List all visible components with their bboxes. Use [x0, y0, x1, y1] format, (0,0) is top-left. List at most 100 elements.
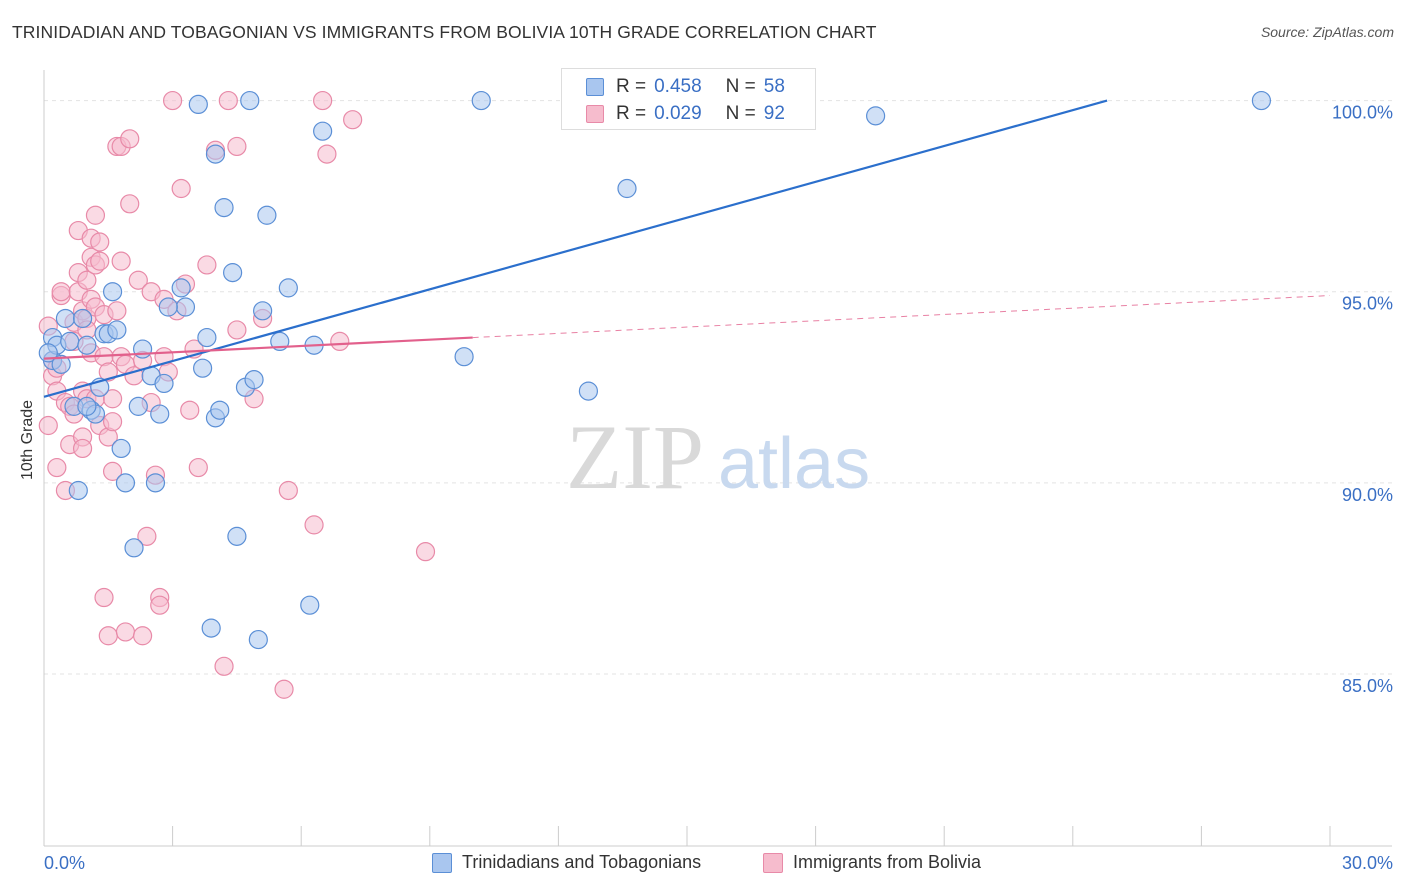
data-point-trinidad: [278, 278, 298, 298]
data-point-trinidad: [55, 308, 76, 329]
data-point-trinidad: [454, 347, 474, 367]
legend-item-bolivia[interactable]: Immigrants from Bolivia: [763, 852, 981, 873]
data-point-bolivia: [304, 515, 324, 535]
x-tick-label: 0.0%: [44, 853, 85, 873]
data-point-trinidad: [150, 404, 170, 424]
x-tick-label: 30.0%: [1342, 853, 1393, 873]
data-point-bolivia: [278, 480, 298, 501]
data-point-trinidad: [60, 331, 80, 352]
data-point-trinidad: [471, 90, 491, 111]
data-point-bolivia: [72, 438, 93, 459]
data-point-bolivia: [313, 90, 333, 111]
legend-r-label: R =: [616, 103, 647, 124]
data-point-bolivia: [98, 362, 118, 382]
watermark-atlas: atlas: [718, 424, 870, 504]
data-point-bolivia: [163, 90, 183, 111]
chart-title: TRINIDADIAN AND TOBAGONIAN VS IMMIGRANTS…: [12, 22, 877, 42]
data-point-bolivia: [98, 626, 118, 646]
trend-line-bolivia: [43, 336, 473, 360]
legend-swatch-pink: [586, 105, 604, 123]
data-point-trinidad: [244, 370, 264, 390]
legend-n-value: 58: [763, 76, 785, 97]
data-point-bolivia: [343, 110, 363, 130]
data-point-bolivia: [274, 679, 294, 699]
y-tick-label: 95.0%: [1342, 294, 1393, 314]
data-point-trinidad: [617, 178, 637, 199]
watermark-zip: ZIP: [566, 406, 704, 508]
legend-swatch-pink: [763, 852, 783, 873]
data-point-trinidad: [128, 396, 148, 416]
data-point-trinidad: [300, 595, 320, 615]
data-point-bolivia: [115, 622, 136, 642]
data-point-bolivia: [171, 178, 191, 199]
data-point-trinidad: [193, 358, 213, 378]
data-point-trinidad: [197, 327, 217, 348]
legend-n-label: N =: [725, 76, 756, 97]
series-legend: Trinidadians and Tobagonians Immigrants …: [0, 852, 1406, 878]
legend-row-trinidad: R = 0.458 N = 58: [586, 75, 785, 99]
data-point-bolivia: [128, 270, 148, 290]
legend-r-value: 0.029: [654, 103, 702, 124]
data-point-trinidad: [51, 354, 71, 374]
data-point-bolivia: [85, 205, 106, 225]
data-point-trinidad: [154, 373, 174, 394]
data-point-bolivia: [107, 301, 127, 321]
legend-n-value: 92: [763, 103, 785, 124]
data-point-bolivia: [51, 282, 71, 302]
data-point-trinidad: [248, 629, 268, 650]
data-point-trinidad: [72, 308, 93, 329]
data-point-bolivia: [214, 656, 234, 676]
grid-layer: [44, 100, 1392, 675]
data-point-bolivia: [330, 331, 350, 352]
data-point-trinidad: [111, 438, 131, 459]
data-point-trinidad: [171, 278, 191, 298]
data-point-trinidad: [223, 263, 243, 283]
data-point-trinidad: [205, 144, 226, 164]
data-point-trinidad: [115, 473, 136, 493]
data-point-bolivia: [132, 626, 153, 646]
y-tick-label: 100.0%: [1332, 103, 1393, 123]
data-point-trinidad: [313, 121, 333, 141]
stats-legend: R = 0.458 N = 58 R = 0.029 N = 92: [561, 68, 816, 130]
data-point-trinidad: [253, 301, 273, 321]
legend-n-label: N =: [725, 103, 756, 124]
data-point-bolivia: [111, 251, 131, 271]
data-point-trinidad: [201, 618, 221, 638]
data-point-bolivia: [120, 129, 140, 149]
data-point-trinidad: [210, 400, 230, 420]
data-point-trinidad: [132, 339, 153, 359]
legend-label-trinidad: Trinidadians and Tobagonians: [462, 852, 702, 872]
data-point-bolivia: [102, 412, 123, 432]
data-point-bolivia: [150, 595, 170, 615]
data-point-trinidad: [68, 480, 88, 501]
data-point-bolivia: [77, 270, 97, 290]
legend-swatch-blue: [586, 78, 604, 96]
data-point-bolivia: [137, 526, 157, 546]
data-point-trinidad: [107, 320, 127, 340]
data-point-bolivia: [94, 587, 114, 608]
data-point-bolivia: [120, 194, 140, 214]
data-point-trinidad: [866, 106, 886, 126]
legend-row-bolivia: R = 0.029 N = 92: [586, 102, 785, 126]
data-point-trinidad: [1251, 90, 1272, 111]
data-point-bolivia: [188, 457, 208, 478]
data-point-trinidad: [145, 473, 166, 493]
data-point-trinidad: [188, 94, 208, 115]
data-point-trinidad: [158, 297, 178, 317]
data-point-bolivia: [102, 389, 123, 409]
trend-line-bolivia-extension: [472, 295, 1331, 339]
data-point-trinidad: [102, 282, 123, 302]
data-point-bolivia: [197, 255, 217, 275]
data-point-bolivia: [317, 144, 337, 164]
data-point-trinidad: [214, 198, 234, 218]
data-point-trinidad: [77, 396, 97, 416]
data-point-bolivia: [180, 400, 200, 420]
data-point-bolivia: [415, 542, 436, 562]
legend-swatch-blue: [432, 852, 452, 873]
trend-lines: [43, 99, 1331, 398]
source-credit: Source: ZipAtlas.com: [1260, 24, 1394, 40]
legend-item-trinidad[interactable]: Trinidadians and Tobagonians: [432, 852, 701, 873]
y-tick-label: 85.0%: [1342, 676, 1393, 696]
data-point-bolivia: [38, 415, 58, 436]
